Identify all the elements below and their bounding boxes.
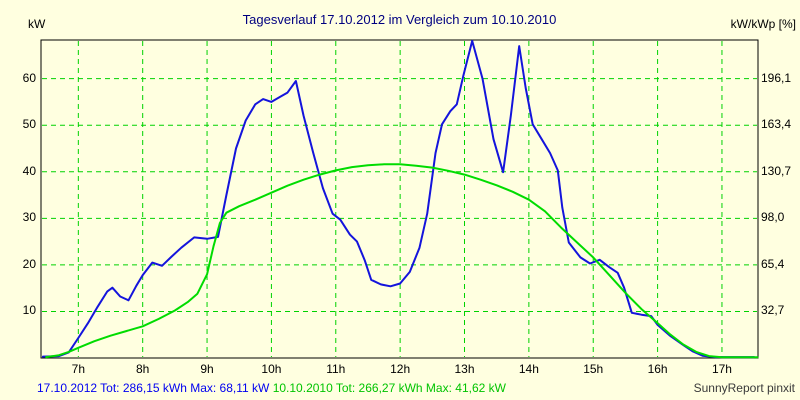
y-tick-label-left: 60 bbox=[22, 70, 36, 85]
x-tick-label: 14h bbox=[518, 362, 539, 376]
y-tick-label-left: 10 bbox=[22, 303, 36, 318]
series-line-10-10-2010 bbox=[45, 163, 759, 359]
x-tick-label: 12h bbox=[390, 362, 411, 376]
y-tick-label-right: 196,1 bbox=[761, 70, 792, 85]
app-credit-label: SunnyReport pinxit bbox=[693, 381, 795, 395]
chart-title: Tagesverlauf 17.10.2012 im Vergleich zum… bbox=[242, 12, 557, 27]
y-tick-label-right: 130,7 bbox=[761, 163, 792, 178]
left-axis-unit-label: kW bbox=[28, 17, 46, 31]
y-tick-label-right: 98,0 bbox=[761, 210, 785, 225]
x-tick-label: 17h bbox=[711, 362, 732, 376]
x-tick-label: 15h bbox=[583, 362, 604, 376]
y-tick-label-left: 30 bbox=[22, 210, 36, 225]
x-tick-label: 16h bbox=[647, 362, 668, 376]
summary-2012: 17.10.2012 Tot: 286,15 kWh Max: 68,11 kW bbox=[37, 381, 270, 395]
summary-2010: 10.10.2010 Tot: 266,27 kWh Max: 41,62 kW bbox=[272, 381, 506, 395]
x-tick-label: 8h bbox=[136, 362, 150, 376]
x-tick-label: 10h bbox=[261, 362, 282, 376]
y-tick-label-right: 163,4 bbox=[761, 117, 792, 132]
x-tick-label: 11h bbox=[326, 362, 346, 376]
series-line-17-10-2012 bbox=[41, 39, 756, 359]
x-tick-label: 13h bbox=[454, 362, 475, 376]
y-tick-label-left: 50 bbox=[22, 117, 36, 132]
y-tick-label-left: 40 bbox=[22, 163, 36, 178]
x-tick-label: 9h bbox=[200, 362, 214, 376]
y-tick-label-right: 65,4 bbox=[761, 256, 785, 271]
summary-line: 17.10.2012 Tot: 286,15 kWh Max: 68,11 kW… bbox=[37, 381, 506, 395]
plot-border bbox=[40, 39, 759, 359]
right-axis-unit-label: kW/kWp [%] bbox=[730, 17, 796, 31]
y-tick-label-left: 20 bbox=[22, 256, 36, 271]
y-tick-label-right: 32,7 bbox=[761, 303, 785, 318]
x-tick-label: 7h bbox=[71, 362, 85, 376]
